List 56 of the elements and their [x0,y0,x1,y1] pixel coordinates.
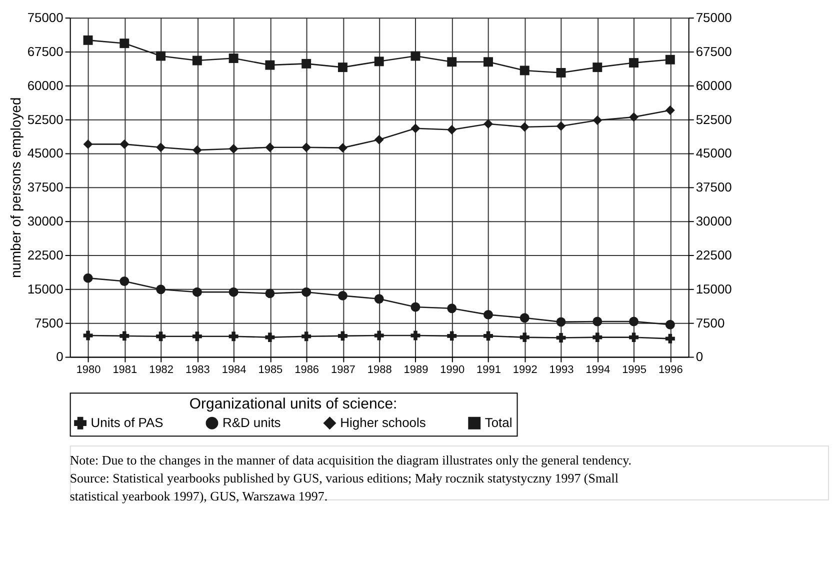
x-tick-label: 1984 [222,364,246,376]
point [228,144,238,154]
x-tick-label: 1987 [331,364,356,376]
point [629,316,639,326]
y-tick-label: 52500 [27,112,64,127]
point [228,54,238,64]
legend-label: R&D units [222,415,282,430]
legend-label: Higher schools [340,415,426,430]
y2-tick-label: 67500 [696,44,732,59]
y-tick-label: 60000 [27,78,64,93]
y2-tick-label: 22500 [696,247,732,262]
point [447,124,457,134]
y-tick-label: 45000 [27,146,64,161]
y2-tick-label: 7500 [696,315,725,330]
x-tick-label: 1994 [586,364,610,376]
x-tick-label: 1996 [658,364,683,376]
y2-tick-label: 75000 [696,10,732,26]
x-tick-label: 1980 [76,364,101,376]
y2-tick-label: 60000 [696,78,732,93]
text: Note: Due to the changes in the manner of data acquisition the diagram illustrates only the general tendency. [70,452,632,468]
point [665,106,675,116]
legend-label: Units of PAS [90,415,164,430]
x-tick-label: 1989 [404,364,428,376]
x-tick-label: 1988 [367,364,392,376]
x-tick-label: 1981 [112,364,138,376]
y-tick-label: 67500 [27,44,64,59]
y-tick-label: 22500 [27,247,64,262]
x-tick-label: 1992 [512,364,538,376]
y-tick-label: 75000 [27,10,64,26]
legend-label: Total [484,415,512,430]
x-tick-label: 1983 [185,364,210,376]
point [629,332,639,342]
y2-tick-label: 15000 [696,281,732,296]
x-tick-label: 1990 [440,364,465,376]
point [629,58,639,68]
y-tick-label: 7500 [34,315,64,330]
x-tick-label: 1982 [149,364,174,376]
x-tick-label: 1995 [622,364,646,376]
x-tick-label: 1993 [549,364,574,376]
y-tick-label: 30000 [27,214,64,229]
point [592,115,602,125]
y2-tick-label: 45000 [696,146,732,161]
y2-tick-label: 0 [696,349,704,364]
y-tick-label: 37500 [27,180,64,195]
y-tick-label: 15000 [27,281,64,296]
legend-title: Organizational units of science: [189,396,398,413]
y2-tick-label: 37500 [696,180,732,195]
y2-tick-label: 52500 [696,112,732,127]
point [629,112,639,122]
x-tick-label: 1991 [476,364,501,376]
y2-tick-label: 30000 [696,214,732,229]
y-tick-label: 0 [56,349,64,364]
x-tick-label: 1986 [294,364,320,376]
x-tick-label: 1985 [258,364,283,376]
y-axis-title: number of persons employed [7,97,24,278]
source-note: Source: Statistical yearbooks published by GUS, various editions; Mały rocznik statystyczny 1997 (Small statistical yearbook 1997), GUS, Warszawa 1997. [70,470,619,504]
